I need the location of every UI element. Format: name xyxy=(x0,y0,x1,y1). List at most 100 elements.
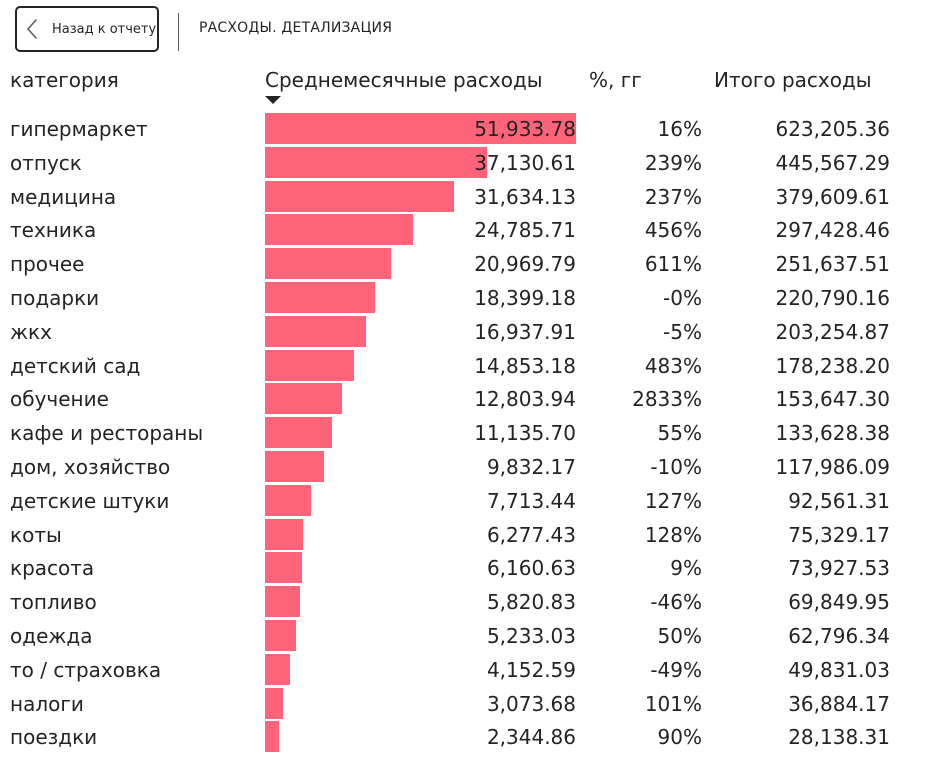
cell-category: медицина xyxy=(10,184,117,209)
cell-category: одежда xyxy=(10,623,93,648)
data-bar xyxy=(265,180,455,212)
table-row[interactable]: жкх 16,937.91 -5% 203,254.87 xyxy=(0,315,943,349)
cell-avg-monthly: 3,073.68 xyxy=(486,691,576,716)
cell-category: подарки xyxy=(10,285,100,310)
table-row[interactable]: красота 6,160.63 9% 73,927.53 xyxy=(0,551,943,585)
cell-category: техника xyxy=(10,218,97,243)
cell-total: 220,790.16 xyxy=(775,285,890,310)
cell-yoy-percent: 50% xyxy=(657,623,702,648)
table-row[interactable]: отпуск 37,130.61 239% 445,567.29 xyxy=(0,146,943,180)
data-bar xyxy=(265,383,342,415)
table-row[interactable]: поездки 2,344.86 90% 28,138.31 xyxy=(0,720,943,754)
cell-total: 297,428.46 xyxy=(775,218,890,243)
data-bar xyxy=(265,653,290,685)
cell-avg-monthly: 6,277.43 xyxy=(486,522,576,547)
table-body: гипермаркет 51,933.78 16% 623,205.36 отпуск 3… xyxy=(0,112,943,754)
back-to-report-button[interactable]: Назад к отчету xyxy=(15,6,159,52)
cell-category: отпуск xyxy=(10,150,82,175)
column-header-yoy-percent[interactable]: %, гг xyxy=(589,68,642,92)
cell-total: 153,647.30 xyxy=(775,387,890,412)
cell-avg-monthly: 37,130.61 xyxy=(474,150,576,175)
table-row[interactable]: одежда 5,233.03 50% 62,796.34 xyxy=(0,619,943,653)
cell-category: детский сад xyxy=(10,353,141,378)
cell-avg-monthly: 14,853.18 xyxy=(474,353,576,378)
table-row[interactable]: налоги 3,073.68 101% 36,884.17 xyxy=(0,687,943,721)
data-bar xyxy=(265,349,354,381)
cell-avg-monthly: 5,820.83 xyxy=(486,590,576,615)
data-bar xyxy=(265,586,300,618)
cell-category: топливо xyxy=(10,590,97,615)
table-row[interactable]: топливо 5,820.83 -46% 69,849.95 xyxy=(0,585,943,619)
table-row[interactable]: детский сад 14,853.18 483% 178,238.20 xyxy=(0,349,943,383)
table-row[interactable]: кафе и рестораны 11,135.70 55% 133,628.38 xyxy=(0,416,943,450)
cell-yoy-percent: -46% xyxy=(650,590,702,615)
column-header-category[interactable]: категория xyxy=(10,68,119,92)
data-bar xyxy=(265,721,280,753)
cell-total: 251,637.51 xyxy=(775,252,890,277)
column-header-avg-monthly[interactable]: Среднемесячные расходы xyxy=(265,68,543,92)
cell-category: дом, хозяйство xyxy=(10,454,171,479)
cell-category: коты xyxy=(10,522,62,547)
cell-yoy-percent: -5% xyxy=(663,319,702,344)
cell-total: 623,205.36 xyxy=(775,117,890,141)
cell-total: 379,609.61 xyxy=(775,184,890,209)
cell-yoy-percent: 2833% xyxy=(632,387,702,412)
table-row[interactable]: медицина 31,634.13 237% 379,609.61 xyxy=(0,180,943,214)
cell-total: 36,884.17 xyxy=(788,691,890,716)
table-row[interactable]: гипермаркет 51,933.78 16% 623,205.36 xyxy=(0,112,943,146)
cell-yoy-percent: -0% xyxy=(663,285,702,310)
cell-avg-monthly: 18,399.18 xyxy=(474,285,576,310)
column-header-total[interactable]: Итого расходы xyxy=(714,68,872,92)
cell-category: гипермаркет xyxy=(10,117,148,141)
cell-avg-monthly: 9,832.17 xyxy=(486,454,576,479)
table-row[interactable]: детские штуки 7,713.44 127% 92,561.31 xyxy=(0,484,943,518)
cell-total: 75,329.17 xyxy=(788,522,890,547)
data-bar xyxy=(265,113,576,144)
cell-total: 203,254.87 xyxy=(775,319,890,344)
cell-yoy-percent: -49% xyxy=(650,657,702,682)
cell-category: поездки xyxy=(10,725,98,750)
cell-category: прочее xyxy=(10,252,85,277)
cell-yoy-percent: 456% xyxy=(644,218,702,243)
cell-category: жкх xyxy=(10,319,52,344)
table-row[interactable]: коты 6,277.43 128% 75,329.17 xyxy=(0,518,943,552)
cell-avg-monthly: 7,713.44 xyxy=(486,488,576,513)
cell-avg-monthly: 6,160.63 xyxy=(486,556,576,581)
cell-avg-monthly: 4,152.59 xyxy=(486,657,576,682)
cell-yoy-percent: 55% xyxy=(657,421,702,446)
cell-yoy-percent: 239% xyxy=(644,150,702,175)
table-row[interactable]: подарки 18,399.18 -0% 220,790.16 xyxy=(0,281,943,315)
cell-yoy-percent: 9% xyxy=(670,556,702,581)
cell-category: детские штуки xyxy=(10,488,170,513)
table-row[interactable]: техника 24,785.71 456% 297,428.46 xyxy=(0,213,943,247)
chevron-left-icon xyxy=(21,18,43,40)
data-bar xyxy=(265,450,324,482)
data-bar xyxy=(265,281,376,313)
data-bar xyxy=(265,552,302,584)
cell-category: то / страховка xyxy=(10,657,162,682)
table-row[interactable]: обучение 12,803.94 2833% 153,647.30 xyxy=(0,382,943,416)
cell-avg-monthly: 16,937.91 xyxy=(474,319,576,344)
cell-total: 133,628.38 xyxy=(775,421,890,446)
cell-avg-monthly: 24,785.71 xyxy=(474,218,576,243)
cell-yoy-percent: 127% xyxy=(644,488,702,513)
sort-descending-icon xyxy=(265,96,281,104)
data-bar xyxy=(265,146,488,178)
table-row[interactable]: то / страховка 4,152.59 -49% 49,831.03 xyxy=(0,653,943,687)
table-row[interactable]: дом, хозяйство 9,832.17 -10% 117,986.09 xyxy=(0,450,943,484)
toolbar-divider xyxy=(178,13,179,51)
table-row[interactable]: прочее 20,969.79 611% 251,637.51 xyxy=(0,247,943,281)
cell-total: 178,238.20 xyxy=(775,353,890,378)
cell-total: 117,986.09 xyxy=(775,454,890,479)
data-bar xyxy=(265,315,367,347)
cell-total: 28,138.31 xyxy=(788,725,890,750)
back-to-report-label: Назад к отчету xyxy=(52,21,157,37)
cell-avg-monthly: 5,233.03 xyxy=(486,623,576,648)
cell-yoy-percent: 16% xyxy=(657,117,702,141)
cell-avg-monthly: 31,634.13 xyxy=(474,184,576,209)
data-bar xyxy=(265,248,391,280)
cell-total: 62,796.34 xyxy=(788,623,890,648)
cell-category: кафе и рестораны xyxy=(10,421,204,446)
cell-yoy-percent: -10% xyxy=(650,454,702,479)
cell-yoy-percent: 483% xyxy=(644,353,702,378)
